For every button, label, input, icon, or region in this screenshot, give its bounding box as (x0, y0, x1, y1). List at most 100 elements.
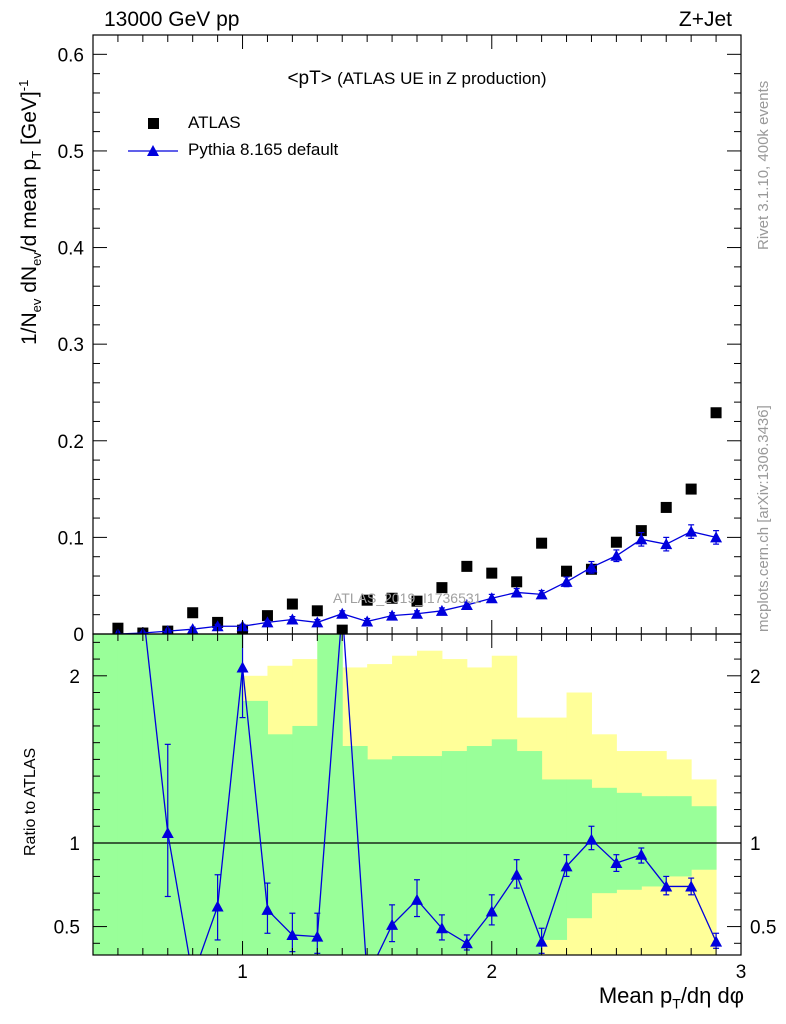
ratio-data-point (660, 880, 673, 892)
ratio-data-point (386, 918, 399, 930)
green-band-bin (591, 787, 617, 894)
green-band-bin (117, 634, 144, 955)
y-tick-label-top: 0 (73, 625, 84, 646)
axis-ticks: 1 2 3 0 0.1 0.2 0.3 0.4 0.5 0.6 0.5 0.5 1 1 2 2 (54, 35, 776, 983)
ratio-data-point (635, 848, 648, 860)
header-channel: Z+Jet (678, 8, 732, 31)
atlas-data-point (286, 598, 298, 610)
pythia-data-point (361, 615, 374, 627)
pythia-data-point (460, 599, 473, 611)
y-tick-label-top: 0.2 (58, 432, 84, 453)
green-band-bin (566, 779, 592, 919)
ratio-y-tick-label-right: 0.5 (750, 918, 776, 939)
green-band-bin (292, 725, 318, 955)
ratio-data-point (161, 826, 174, 838)
green-band-bin (267, 734, 293, 955)
pythia-data-point (485, 592, 498, 604)
pythia-data-point (435, 604, 448, 616)
atlas-data-point (311, 605, 323, 617)
y-tick-label-top: 0.1 (58, 528, 84, 549)
plot-title-main: <pT> (287, 68, 332, 89)
green-band-bin (367, 759, 393, 955)
pythia-data-point (660, 538, 673, 550)
ratio-data-point (435, 922, 448, 934)
y-axis-label-top: 1/Nev dNev/d mean pT [GeV]-1 (16, 79, 45, 345)
atlas-data-point (561, 565, 573, 577)
pythia-data-point (386, 609, 399, 621)
green-band-bin (516, 751, 543, 955)
y-tick-label-top: 0.5 (58, 142, 84, 163)
ratio-data-point (286, 928, 299, 940)
ratio-data-point (560, 860, 573, 872)
green-band-bin (93, 634, 119, 955)
atlas-data-point (436, 582, 448, 594)
atlas-data-point (710, 407, 722, 419)
atlas-data-point (660, 501, 672, 513)
rivet-label: Rivet 3.1.10, 400k events (755, 80, 772, 250)
legend-marker-pythia (147, 145, 159, 156)
atlas-data-point (536, 537, 548, 549)
y-tick-label-top: 0.4 (58, 239, 85, 260)
ratio-data-point (211, 900, 224, 912)
pythia-data-point (411, 607, 423, 619)
y-tick-label-top: 0.3 (58, 335, 84, 356)
x-tick-label: 2 (486, 962, 497, 983)
legend-label-atlas: ATLAS (188, 113, 241, 132)
atlas-data-point (386, 592, 398, 604)
green-band-bin (616, 792, 642, 890)
ratio-data-point (311, 930, 324, 942)
green-band-bin (417, 756, 443, 955)
pythia-data-point (336, 607, 349, 619)
ratio-data-point (585, 833, 598, 845)
green-band-bin (392, 756, 418, 955)
ratio-y-tick-label-right: 1 (750, 834, 761, 855)
green-band-bin (641, 796, 667, 887)
green-band-bin (441, 751, 468, 955)
pythia-data-point (560, 575, 573, 587)
green-band-bin (167, 634, 194, 955)
ratio-data-point (510, 868, 523, 880)
green-band-bin (342, 746, 368, 955)
plot-title-sub: (ATLAS UE in Z production) (337, 69, 547, 88)
green-band-bin (491, 739, 518, 955)
y-tick-label-top: 0.6 (58, 45, 84, 66)
ratio-data-point (187, 971, 199, 982)
pythia-data-point (311, 616, 324, 628)
pythia-data-point (635, 533, 648, 545)
pythia-data-point (510, 586, 523, 598)
pythia-data-point (610, 549, 623, 561)
ratio-plot-content (93, 603, 741, 982)
ratio-y-tick-label-right: 2 (750, 667, 761, 688)
ratio-data-point (236, 661, 249, 673)
atlas-data-point (610, 536, 622, 548)
ratio-data-point (710, 935, 723, 947)
ratio-uncertainty-bands (93, 634, 717, 955)
green-band-bin (666, 796, 692, 877)
ratio-data-point (361, 971, 373, 982)
pythia-data-point (261, 616, 274, 628)
atlas-data-point (486, 567, 498, 579)
green-band-bin (142, 634, 169, 955)
ratio-y-tick-label-left: 2 (69, 667, 80, 688)
green-band-bin (541, 779, 568, 940)
x-tick-label: 1 (237, 962, 248, 983)
atlas-data-point (461, 560, 473, 572)
header-process: 13000 GeV pp (104, 8, 240, 31)
pythia-data-point (585, 561, 598, 573)
ratio-y-tick-label-left: 1 (69, 834, 80, 855)
green-band-bin (242, 700, 268, 955)
ratio-y-tick-label-left: 0.5 (54, 918, 80, 939)
pythia-data-point (286, 613, 299, 625)
atlas-data-point (411, 595, 423, 607)
ratio-line (144, 634, 717, 955)
green-band-bin (217, 634, 244, 955)
atlas-data-point (685, 483, 697, 495)
green-band-bin (317, 634, 343, 955)
legend-label-pythia: Pythia 8.165 default (188, 140, 339, 159)
legend (128, 118, 178, 156)
ratio-data-point (137, 603, 149, 614)
x-axis-label: Mean pT/dη dφ (598, 983, 744, 1012)
ratio-data-point (460, 937, 473, 949)
x-tick-label: 3 (736, 962, 747, 983)
